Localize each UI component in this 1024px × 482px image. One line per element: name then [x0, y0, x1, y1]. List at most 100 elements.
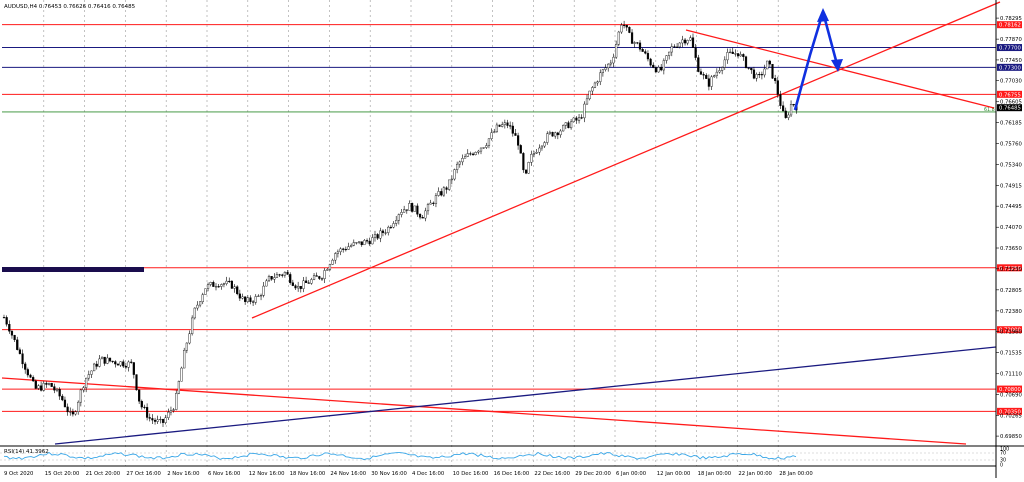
candle: [440, 188, 443, 197]
candle: [676, 43, 679, 48]
candle: [164, 414, 167, 425]
level-price-label: 0.77700: [999, 46, 1022, 52]
candle: [108, 357, 112, 363]
candle: [347, 242, 350, 251]
candle: [474, 151, 477, 156]
price-tick-label: 0.73230: [1000, 267, 1023, 273]
candle: [612, 53, 615, 68]
time-tick-label: 29 Dec 20:00: [575, 471, 611, 477]
candle: [736, 53, 740, 59]
candle: [201, 292, 204, 305]
candle: [379, 227, 382, 243]
candle: [278, 273, 281, 277]
candle: [487, 138, 491, 149]
candle: [21, 349, 24, 369]
price-tick-label: 0.78295: [1000, 16, 1022, 22]
candle: [750, 67, 753, 74]
candle: [355, 241, 358, 245]
price-tick-label: 0.75340: [1000, 162, 1023, 168]
candle: [257, 294, 260, 297]
candle: [371, 234, 374, 245]
candle: [577, 113, 581, 124]
dark-zone-marker: [2, 267, 144, 272]
candle: [774, 74, 777, 84]
candle: [670, 43, 673, 57]
candle: [752, 66, 756, 80]
candle: [556, 131, 559, 140]
trend-channel-line-navy[interactable]: [54, 346, 997, 445]
time-tick-labels: 9 Oct 2020 15 Oct 20:00 21 Oct 20:00 27 Oct…: [4, 471, 813, 477]
candle: [551, 131, 554, 137]
candle: [114, 360, 117, 368]
candle: [79, 388, 82, 407]
candle: [506, 119, 509, 129]
candle: [185, 342, 188, 354]
candle: [694, 43, 697, 61]
candle: [37, 384, 40, 391]
candle: [575, 116, 578, 124]
candle: [482, 147, 485, 149]
trend-resistance-line-long[interactable]: [1, 377, 967, 445]
candle: [776, 76, 779, 98]
candle: [485, 142, 488, 149]
price-tick-label: 0.72380: [1000, 309, 1023, 315]
level-price-tag: [997, 44, 1022, 52]
candle: [153, 417, 157, 425]
candle: [702, 72, 705, 80]
candle: [63, 396, 67, 408]
candle: [495, 122, 498, 133]
candle: [55, 387, 59, 393]
time-tick-label: 18 Jan 00:00: [698, 471, 732, 477]
candle: [501, 121, 504, 128]
candle: [699, 68, 703, 75]
trend-resistance-line-recent[interactable]: [685, 29, 995, 109]
candle: [148, 413, 151, 422]
trend-support-line-major[interactable]: [251, 1, 1001, 319]
candle: [116, 363, 120, 366]
rsi-tick-label: 30: [1000, 458, 1006, 464]
candle: [16, 336, 19, 351]
candle: [315, 272, 318, 277]
candle: [644, 49, 647, 55]
candle: [198, 301, 202, 308]
candle: [660, 63, 663, 72]
candle: [286, 270, 289, 275]
time-tick-label: 9 Oct 2020: [4, 471, 34, 477]
price-tick-label: 0.77870: [1000, 37, 1023, 43]
candle: [273, 273, 276, 283]
candle: [236, 285, 239, 296]
level-price-label: 0.77300: [999, 65, 1022, 71]
candle: [456, 161, 459, 174]
candle: [532, 150, 536, 158]
candle: [193, 307, 196, 320]
candle: [758, 71, 761, 79]
candle: [588, 90, 591, 101]
candle: [87, 370, 90, 381]
candle: [450, 175, 453, 185]
candle: [498, 124, 501, 128]
candle: [45, 381, 48, 388]
price-tick-label: 0.71535: [1000, 351, 1022, 357]
level-price-label: 0.70350: [999, 409, 1022, 415]
candle: [82, 386, 85, 393]
price-tick-label: 0.74915: [1000, 183, 1022, 189]
candle: [183, 347, 186, 369]
level-price-tag: [997, 21, 1022, 29]
candle: [649, 57, 652, 67]
candle: [29, 373, 32, 379]
candle: [416, 203, 419, 217]
candle: [344, 246, 347, 252]
candle: [437, 187, 440, 197]
candle: [471, 152, 475, 156]
price-tick-label: 0.77030: [1000, 79, 1023, 85]
candle: [564, 122, 567, 130]
candle: [731, 47, 734, 54]
price-tick-label: 0.74070: [1000, 225, 1023, 231]
candle: [8, 320, 11, 334]
level-price-tag: [997, 264, 1022, 272]
candle: [267, 274, 271, 282]
candle: [721, 66, 724, 75]
